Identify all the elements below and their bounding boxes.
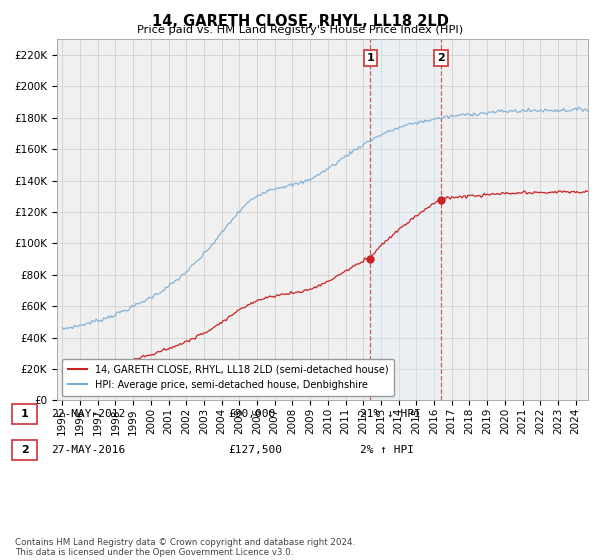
Text: Contains HM Land Registry data © Crown copyright and database right 2024.
This d: Contains HM Land Registry data © Crown c… (15, 538, 355, 557)
Text: 2% ↑ HPI: 2% ↑ HPI (360, 445, 414, 455)
Text: 1: 1 (21, 409, 28, 419)
Text: £127,500: £127,500 (228, 445, 282, 455)
Text: 2: 2 (437, 53, 445, 63)
Text: 27-MAY-2016: 27-MAY-2016 (51, 445, 125, 455)
Text: £90,000: £90,000 (228, 409, 275, 419)
Text: 1: 1 (367, 53, 374, 63)
Text: 22-MAY-2012: 22-MAY-2012 (51, 409, 125, 419)
Text: 14, GARETH CLOSE, RHYL, LL18 2LD: 14, GARETH CLOSE, RHYL, LL18 2LD (152, 14, 448, 29)
Text: 21% ↓ HPI: 21% ↓ HPI (360, 409, 421, 419)
Legend: 14, GARETH CLOSE, RHYL, LL18 2LD (semi-detached house), HPI: Average price, semi: 14, GARETH CLOSE, RHYL, LL18 2LD (semi-d… (62, 359, 394, 395)
Bar (370, 39, 441, 400)
Text: Price paid vs. HM Land Registry's House Price Index (HPI): Price paid vs. HM Land Registry's House … (137, 25, 463, 35)
Text: 2: 2 (21, 445, 28, 455)
